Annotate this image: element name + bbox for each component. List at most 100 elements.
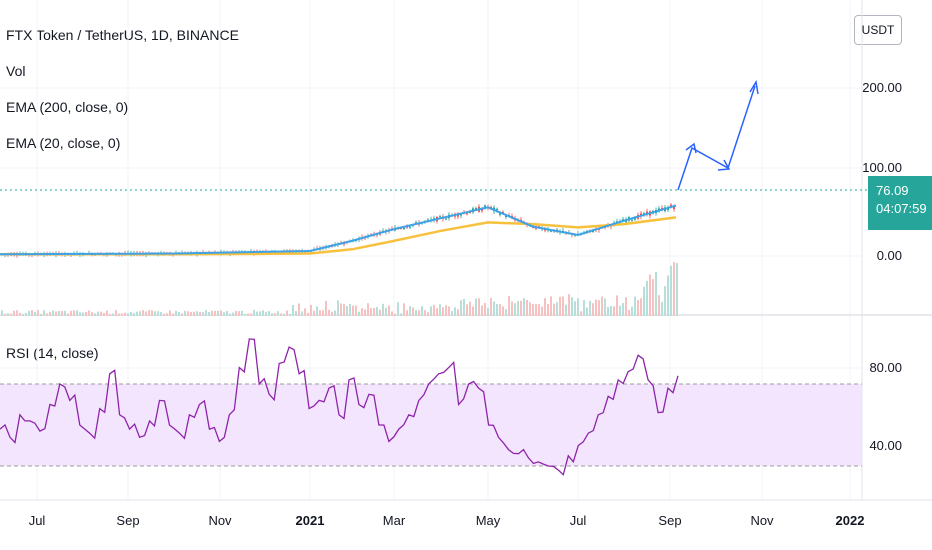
y-tick-label: 0.00 bbox=[876, 248, 902, 263]
volume-bar bbox=[115, 310, 117, 316]
volume-bar bbox=[604, 298, 606, 316]
candle-body bbox=[484, 205, 486, 209]
candle-body bbox=[406, 226, 408, 228]
volume-bar bbox=[538, 304, 540, 316]
volume-bar bbox=[373, 307, 375, 316]
volume-bar bbox=[391, 311, 393, 316]
candle-body bbox=[538, 226, 540, 228]
volume-bar bbox=[292, 305, 294, 316]
volume-bar bbox=[571, 297, 573, 316]
volume-bar bbox=[433, 304, 435, 316]
projection-arrow[interactable] bbox=[677, 79, 759, 191]
volume-bar bbox=[67, 313, 69, 316]
volume-bar bbox=[199, 312, 201, 316]
volume-bar bbox=[259, 311, 261, 316]
volume-bar bbox=[133, 313, 135, 316]
volume-bar bbox=[247, 313, 249, 316]
last-price-tag: 76.09 04:07:59 bbox=[868, 176, 932, 230]
volume-bar bbox=[349, 303, 351, 316]
volume-bar bbox=[595, 299, 597, 316]
volume-bar bbox=[295, 310, 297, 316]
volume-bar bbox=[580, 311, 582, 316]
volume-bar bbox=[169, 310, 171, 316]
volume-bar bbox=[529, 302, 531, 316]
volume-bar bbox=[610, 306, 612, 316]
candle-body bbox=[550, 230, 552, 232]
bar-countdown: 04:07:59 bbox=[876, 201, 927, 216]
ema-20-line bbox=[0, 204, 677, 256]
volume-bar bbox=[394, 313, 396, 316]
volume-bar bbox=[148, 310, 150, 316]
volume-bar bbox=[499, 304, 501, 316]
volume-bar bbox=[184, 310, 186, 316]
volume-bar bbox=[181, 313, 183, 316]
volume-bar bbox=[28, 310, 30, 316]
volume-bar bbox=[157, 311, 159, 316]
volume-bar bbox=[655, 271, 657, 316]
volume-bar bbox=[490, 298, 492, 316]
volume-bar bbox=[109, 313, 111, 316]
volume-bar bbox=[586, 307, 588, 316]
currency-badge[interactable]: USDT bbox=[854, 15, 902, 45]
volume-bar bbox=[166, 313, 168, 316]
volume-bar bbox=[520, 300, 522, 316]
volume-bar bbox=[319, 310, 321, 316]
volume-bar bbox=[598, 300, 600, 316]
volume-bar bbox=[274, 312, 276, 316]
volume-bar bbox=[190, 312, 192, 316]
volume-bar bbox=[277, 311, 279, 316]
y-tick-label: 100.00 bbox=[862, 160, 902, 175]
volume-bar bbox=[652, 279, 654, 316]
volume-bar bbox=[322, 310, 324, 316]
volume-bar bbox=[400, 313, 402, 316]
x-tick-label: Nov bbox=[208, 513, 232, 528]
volume-bar bbox=[205, 310, 207, 316]
volume-bar bbox=[484, 302, 486, 316]
volume-bar bbox=[79, 312, 81, 316]
volume-bar bbox=[379, 309, 381, 316]
x-tick-label: Sep bbox=[658, 513, 682, 528]
volume-bar bbox=[676, 263, 678, 316]
volume-bar bbox=[583, 300, 585, 316]
volume-bar bbox=[151, 310, 153, 316]
volume-bar bbox=[397, 302, 399, 316]
volume-bar bbox=[667, 275, 669, 316]
volume-bar bbox=[16, 310, 18, 316]
volume-bar bbox=[355, 305, 357, 316]
volume-bar bbox=[85, 311, 87, 316]
volume-bar bbox=[214, 310, 216, 316]
volume-bar bbox=[436, 308, 438, 316]
volume-bar bbox=[202, 312, 204, 316]
volume-bar bbox=[664, 286, 666, 316]
volume-bar bbox=[103, 312, 105, 316]
volume-bar bbox=[22, 313, 24, 316]
candle-body bbox=[496, 208, 498, 211]
indicator-ema-20[interactable]: EMA (20, close, 0) bbox=[6, 135, 121, 151]
volume-bar bbox=[298, 303, 300, 316]
volume-bar bbox=[313, 310, 315, 316]
volume-bar bbox=[547, 304, 549, 316]
volume-bar bbox=[88, 310, 90, 316]
volume-bar bbox=[628, 309, 630, 316]
x-tick-label: Mar bbox=[382, 513, 406, 528]
indicator-vol[interactable]: Vol bbox=[6, 63, 26, 79]
volume-bar bbox=[325, 300, 327, 316]
volume-bar bbox=[289, 313, 291, 316]
candle-body bbox=[403, 227, 405, 229]
volume-bar bbox=[649, 274, 651, 316]
volume-bar bbox=[673, 262, 675, 316]
volume-bar bbox=[286, 310, 288, 316]
volume-bar bbox=[235, 311, 237, 316]
candle-body bbox=[460, 214, 462, 216]
candle-body bbox=[466, 213, 468, 215]
volume-bar bbox=[670, 265, 672, 316]
candle-body bbox=[469, 212, 471, 214]
volume-bar bbox=[130, 311, 132, 316]
candle-body bbox=[445, 218, 447, 220]
candle-body bbox=[544, 229, 546, 231]
volume-bar bbox=[625, 297, 627, 316]
volume-bar bbox=[268, 311, 270, 316]
rsi-legend[interactable]: RSI (14, close) bbox=[6, 345, 99, 361]
volume-bar bbox=[316, 306, 318, 316]
